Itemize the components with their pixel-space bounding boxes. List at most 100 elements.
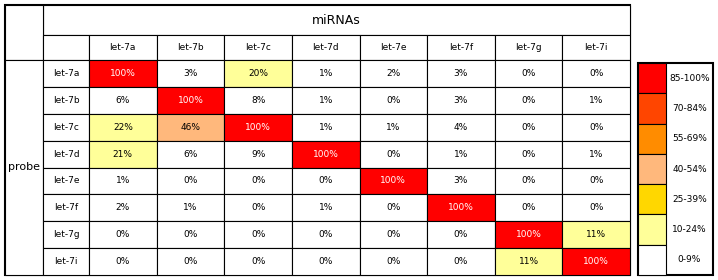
Bar	[495, 194, 562, 221]
Text: let-7e: let-7e	[52, 176, 79, 185]
Text: 0%: 0%	[386, 96, 401, 105]
Bar	[292, 141, 360, 167]
Bar	[495, 114, 562, 141]
Bar	[157, 114, 224, 141]
Text: 0%: 0%	[183, 230, 197, 239]
Bar	[292, 248, 360, 275]
Text: 0%: 0%	[116, 257, 130, 266]
Text: let-7f: let-7f	[449, 43, 473, 52]
Text: 11%: 11%	[586, 230, 606, 239]
Bar	[360, 35, 427, 60]
Text: 70-84%: 70-84%	[672, 104, 707, 113]
Text: 100%: 100%	[381, 176, 406, 185]
Bar	[360, 221, 427, 248]
Bar	[427, 248, 495, 275]
Bar	[224, 114, 292, 141]
Text: 6%: 6%	[183, 150, 197, 158]
Bar	[360, 60, 427, 87]
Bar	[89, 60, 157, 87]
Text: 0%: 0%	[386, 203, 401, 212]
Text: 0%: 0%	[454, 230, 468, 239]
Bar	[638, 214, 666, 245]
Bar	[562, 35, 630, 60]
Bar	[43, 114, 89, 141]
Bar	[495, 167, 562, 194]
Bar	[157, 221, 224, 248]
Bar	[292, 194, 360, 221]
Text: 1%: 1%	[183, 203, 197, 212]
Bar	[360, 248, 427, 275]
Bar	[562, 114, 630, 141]
Text: 1%: 1%	[116, 176, 130, 185]
Bar	[638, 93, 666, 123]
Bar	[43, 60, 89, 87]
Bar	[157, 60, 224, 87]
Text: 1%: 1%	[589, 150, 603, 158]
Bar	[292, 35, 360, 60]
Text: 0%: 0%	[183, 257, 197, 266]
Text: 0%: 0%	[589, 203, 603, 212]
Bar	[43, 167, 89, 194]
Bar	[495, 35, 562, 60]
Bar	[89, 194, 157, 221]
Text: 0%: 0%	[116, 230, 130, 239]
Bar	[495, 87, 562, 114]
Bar	[224, 35, 292, 60]
Bar	[292, 87, 360, 114]
Text: 0%: 0%	[183, 176, 197, 185]
Bar	[43, 248, 89, 275]
Text: 8%: 8%	[251, 96, 265, 105]
Text: 100%: 100%	[177, 96, 203, 105]
Bar	[89, 141, 157, 167]
Bar	[638, 63, 713, 275]
Text: let-7f: let-7f	[54, 203, 78, 212]
Text: 46%: 46%	[180, 123, 200, 132]
Bar	[43, 35, 89, 60]
Text: 9%: 9%	[251, 150, 265, 158]
Bar	[224, 87, 292, 114]
Bar	[292, 221, 360, 248]
Bar	[562, 141, 630, 167]
Text: 0%: 0%	[454, 257, 468, 266]
Text: let-7g: let-7g	[52, 230, 79, 239]
Bar	[562, 194, 630, 221]
Text: 11%: 11%	[518, 257, 538, 266]
Text: 100%: 100%	[313, 150, 339, 158]
Bar	[562, 221, 630, 248]
Bar	[638, 184, 666, 214]
Text: 0%: 0%	[521, 123, 536, 132]
Bar	[224, 141, 292, 167]
Text: 40-54%: 40-54%	[672, 165, 707, 174]
Text: 3%: 3%	[454, 96, 468, 105]
Text: 2%: 2%	[116, 203, 130, 212]
Text: 55-69%: 55-69%	[672, 134, 707, 143]
Text: let-7c: let-7c	[245, 43, 271, 52]
Text: 10-24%: 10-24%	[672, 225, 707, 234]
Text: 1%: 1%	[319, 123, 333, 132]
Text: 1%: 1%	[386, 123, 401, 132]
Bar	[224, 167, 292, 194]
Text: 0%: 0%	[319, 230, 333, 239]
Text: let-7a: let-7a	[110, 43, 136, 52]
Bar	[43, 87, 89, 114]
Text: 0%: 0%	[251, 230, 265, 239]
Bar	[562, 60, 630, 87]
Bar	[495, 248, 562, 275]
Bar	[495, 221, 562, 248]
Text: let-7e: let-7e	[380, 43, 406, 52]
Bar	[638, 154, 666, 184]
Bar	[157, 87, 224, 114]
Bar	[495, 141, 562, 167]
Text: 0%: 0%	[386, 150, 401, 158]
Bar	[224, 60, 292, 87]
Bar	[360, 194, 427, 221]
Text: 100%: 100%	[583, 257, 609, 266]
Text: let-7i: let-7i	[55, 257, 78, 266]
Text: 100%: 100%	[245, 123, 271, 132]
Bar	[5, 5, 630, 275]
Bar	[43, 5, 630, 35]
Text: 6%: 6%	[116, 96, 130, 105]
Bar	[427, 221, 495, 248]
Bar	[427, 194, 495, 221]
Bar	[89, 248, 157, 275]
